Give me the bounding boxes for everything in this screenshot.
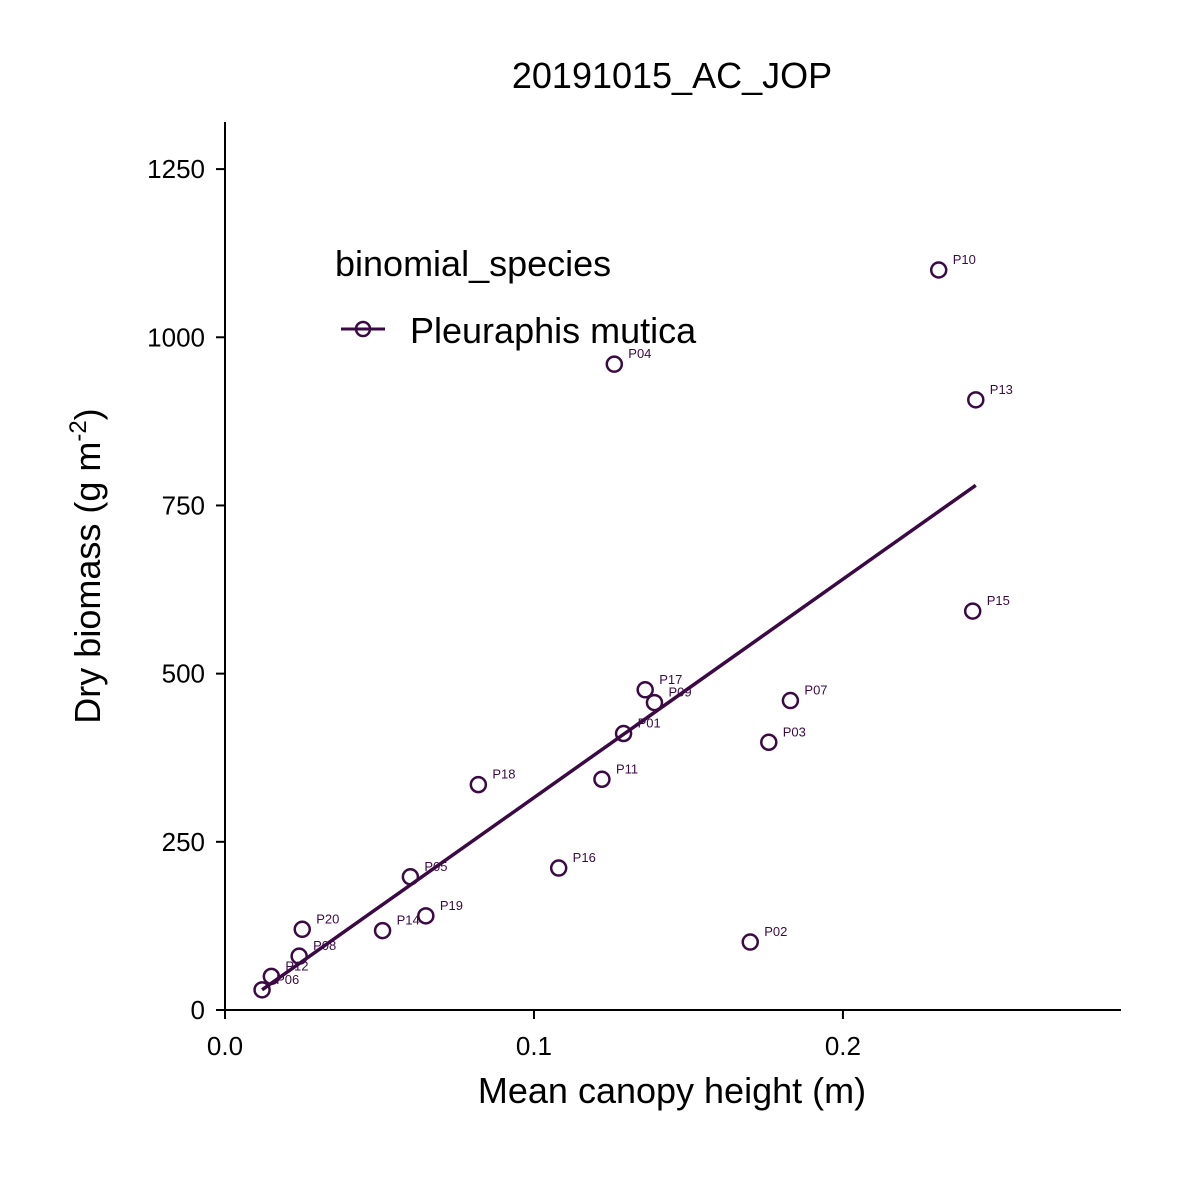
data-point bbox=[401, 868, 420, 886]
x-tick-label: 0.2 bbox=[825, 1031, 861, 1061]
x-tick-label: 0.0 bbox=[207, 1031, 243, 1061]
data-point bbox=[373, 921, 392, 940]
point-label: P04 bbox=[628, 346, 651, 361]
x-tick-label: 0.1 bbox=[516, 1031, 552, 1061]
point-label: P07 bbox=[804, 683, 827, 698]
data-point bbox=[645, 693, 664, 712]
y-tick-label: 1250 bbox=[147, 154, 205, 184]
data-point bbox=[963, 602, 982, 620]
data-point bbox=[636, 681, 654, 699]
fit-line-group bbox=[261, 483, 977, 992]
data-point bbox=[605, 355, 624, 373]
y-tick-label: 500 bbox=[162, 659, 205, 689]
data-point bbox=[293, 920, 311, 939]
data-point bbox=[781, 691, 800, 710]
point-label: P12 bbox=[285, 958, 308, 973]
data-point bbox=[417, 907, 435, 925]
data-point bbox=[593, 770, 611, 789]
y-axis-label-superscript: -2 bbox=[65, 420, 92, 441]
point-label: P13 bbox=[990, 382, 1013, 397]
legend-key-marker bbox=[354, 320, 372, 338]
data-point bbox=[741, 933, 759, 951]
point-label: P15 bbox=[987, 593, 1010, 608]
point-label: P06 bbox=[276, 972, 299, 987]
data-point bbox=[929, 261, 948, 279]
y-axis-label-close: ) bbox=[67, 408, 108, 420]
data-point bbox=[253, 981, 271, 999]
y-tick-label: 0 bbox=[191, 995, 205, 1025]
data-points bbox=[253, 261, 985, 999]
y-tick-label: 750 bbox=[162, 490, 205, 520]
regression-line bbox=[261, 483, 977, 992]
data-point bbox=[469, 775, 488, 794]
point-label: P18 bbox=[492, 767, 515, 782]
point-label: P09 bbox=[668, 685, 691, 700]
point-label: P20 bbox=[316, 911, 339, 926]
legend: binomial_species Pleuraphis mutica bbox=[335, 243, 697, 351]
axes bbox=[224, 122, 1121, 1011]
point-label: P10 bbox=[953, 252, 976, 267]
x-axis-label: Mean canopy height (m) bbox=[478, 1070, 866, 1111]
y-tick-label: 250 bbox=[162, 827, 205, 857]
data-point bbox=[760, 733, 778, 752]
point-label: P19 bbox=[440, 898, 463, 913]
point-label: P03 bbox=[783, 724, 806, 739]
data-point bbox=[614, 724, 633, 743]
x-ticks: 0.0 0.1 0.2 bbox=[207, 1010, 861, 1061]
y-axis-label-main: Dry biomass (g m bbox=[67, 442, 108, 724]
point-label: P17 bbox=[659, 672, 682, 687]
data-point bbox=[967, 391, 985, 409]
point-label: P05 bbox=[424, 859, 447, 874]
data-point bbox=[549, 859, 568, 877]
legend-title: binomial_species bbox=[335, 243, 611, 284]
y-tick-label: 1000 bbox=[147, 322, 205, 352]
chart-title: 20191015_AC_JOP bbox=[512, 55, 832, 96]
y-axis-label: Dry biomass (g m-2) bbox=[65, 408, 108, 723]
point-label: P01 bbox=[638, 716, 661, 731]
point-label: P08 bbox=[313, 938, 336, 953]
point-label: P16 bbox=[573, 850, 596, 865]
legend-entry-label: Pleuraphis mutica bbox=[410, 310, 697, 351]
data-point bbox=[290, 947, 308, 965]
point-label: P14 bbox=[397, 913, 420, 928]
point-label: P02 bbox=[764, 924, 787, 939]
point-label: P11 bbox=[616, 761, 638, 776]
data-point bbox=[262, 967, 281, 986]
y-ticks: 0 250 500 750 1000 1250 bbox=[147, 154, 225, 1025]
